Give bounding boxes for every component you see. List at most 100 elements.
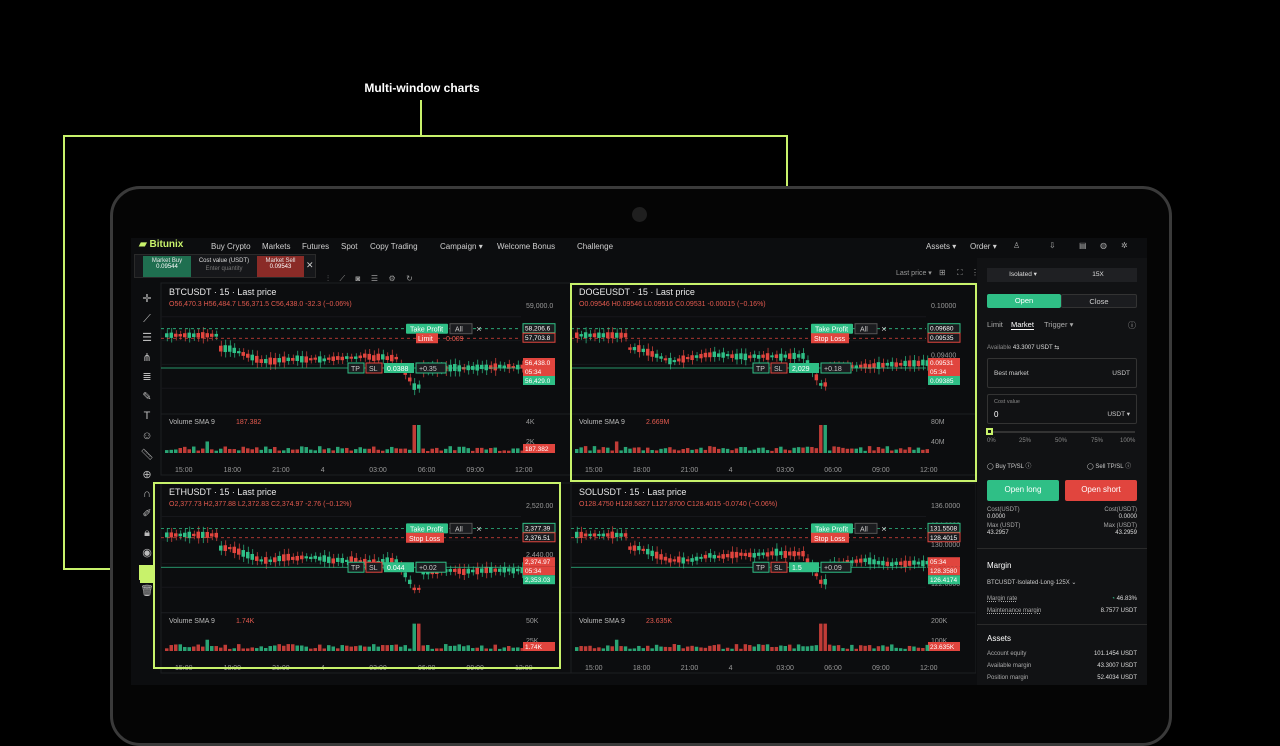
order-type-trigger[interactable]: Trigger ▾ xyxy=(1044,320,1074,329)
more-icon[interactable]: ⋮ xyxy=(971,268,979,277)
candle-body xyxy=(708,352,712,358)
fib-icon[interactable]: ≣ xyxy=(142,371,152,383)
volume-bar xyxy=(309,449,313,453)
cost-value-field[interactable]: Cost value (USDT) Enter quantity xyxy=(193,256,255,277)
nav-item-challenge[interactable]: Challenge xyxy=(577,242,614,251)
candle-body xyxy=(381,354,385,360)
volume-bar xyxy=(912,646,916,651)
candle-body xyxy=(685,559,690,562)
bar-chart-icon[interactable]: ⫶ xyxy=(327,274,329,283)
globe-icon[interactable]: ◍ xyxy=(1100,241,1107,250)
volume-bar xyxy=(187,647,191,651)
camera-icon[interactable]: ◙ xyxy=(355,274,361,283)
cost-unit-select[interactable]: USDT ▾ xyxy=(1107,411,1130,418)
nav-item-welcome-bonus[interactable]: Welcome Bonus xyxy=(497,242,556,251)
slider-handle[interactable] xyxy=(986,428,993,435)
user-icon[interactable]: ♙ xyxy=(1013,241,1021,250)
price-axis-tag-label: 56,438.0 xyxy=(525,360,551,367)
indicator-icon[interactable]: ⟋ xyxy=(339,274,346,283)
margin-mode-select[interactable]: Isolated ▾ xyxy=(987,268,1059,282)
download-icon[interactable]: ⇩ xyxy=(1049,241,1056,250)
position-qty-tag xyxy=(384,362,414,373)
list-icon[interactable]: ☰ xyxy=(370,274,378,283)
text-icon[interactable]: T xyxy=(143,410,151,422)
volume-bar xyxy=(340,448,344,453)
pitchfork-icon[interactable]: ⋔ xyxy=(142,351,152,364)
horizontal-lines-icon[interactable]: ☰ xyxy=(142,332,152,344)
price-axis-tag xyxy=(928,357,960,367)
magnet-icon[interactable]: ∩ xyxy=(143,488,151,500)
gear-icon[interactable]: ⚙ xyxy=(388,274,396,283)
nav-item-futures[interactable]: Futures xyxy=(302,242,330,251)
sell-tpsl-label: Sell TP/SL xyxy=(1095,464,1124,470)
brush-icon[interactable]: ✎ xyxy=(142,390,152,403)
open-long-button[interactable]: Open long xyxy=(987,480,1059,501)
eye-icon[interactable]: ◉ xyxy=(142,546,152,559)
candle-body xyxy=(646,548,650,555)
nav-item-buy-crypto[interactable]: Buy Crypto xyxy=(211,242,251,251)
candle-body xyxy=(354,356,358,359)
nav-order[interactable]: Order ▾ xyxy=(970,242,997,251)
volume-bar xyxy=(912,449,916,453)
ruler-icon[interactable]: 📏︎ xyxy=(140,449,154,461)
fullscreen-icon[interactable]: ⛶ xyxy=(957,268,963,277)
brand-logo[interactable]: ▰ Bitunix xyxy=(139,239,183,250)
market-sell-button[interactable]: Market Sell 0.09543 xyxy=(257,256,304,277)
nav-item-markets[interactable]: Markets xyxy=(262,242,291,251)
settings-icon[interactable]: ✲ xyxy=(1121,241,1128,250)
slider-tick-75[interactable]: 75% xyxy=(1091,438,1104,444)
volume-bar xyxy=(345,447,349,453)
price-axis-tag xyxy=(928,375,960,385)
best-market-field[interactable]: Best market USDT xyxy=(987,358,1137,388)
pencil-lock-icon[interactable]: ✐ xyxy=(142,507,152,520)
nav-item-spot[interactable]: Spot xyxy=(341,242,358,251)
close-icon[interactable]: ✕ xyxy=(306,260,314,270)
trash-icon[interactable]: 🗑︎ xyxy=(140,585,154,597)
volume-bar xyxy=(484,648,488,651)
slider-tick-50[interactable]: 50% xyxy=(1055,438,1068,444)
close-tab[interactable]: Close xyxy=(1061,294,1137,308)
slider-tick-25[interactable]: 25% xyxy=(1019,438,1032,444)
price-axis-tag xyxy=(927,532,961,543)
layout-grid-icon[interactable]: ⊞ xyxy=(939,268,946,277)
order-type-limit[interactable]: Limit xyxy=(987,320,1003,329)
candle-body xyxy=(588,333,592,337)
volume-bar xyxy=(372,446,376,453)
nav-item-copy-trading[interactable]: Copy Trading xyxy=(370,242,418,251)
order-type-market[interactable]: Market xyxy=(1011,320,1034,330)
info-icon[interactable]: ⓘ xyxy=(1128,321,1136,330)
volume-bar xyxy=(827,644,832,651)
leverage-select[interactable]: 15X xyxy=(1059,268,1137,282)
emoji-icon[interactable]: ☺ xyxy=(141,429,153,442)
open-short-button[interactable]: Open short xyxy=(1065,480,1137,501)
refresh-icon[interactable]: ↻ xyxy=(406,274,413,283)
volume-bar xyxy=(471,648,475,651)
margin-symbol[interactable]: BTCUSDT·Isolated·Long·125X ⌄ xyxy=(987,579,1076,586)
nav-item-campaign[interactable]: Campaign ▾ xyxy=(440,242,483,251)
slider-tick-0[interactable]: 0% xyxy=(987,438,996,444)
zoom-in-icon[interactable]: ⊕ xyxy=(142,468,152,481)
transfer-icon[interactable]: ⇆ xyxy=(1054,345,1060,351)
volume-bar xyxy=(376,646,380,651)
price-mode-select[interactable]: Last price ▾ xyxy=(896,270,932,277)
candle-body xyxy=(606,332,610,339)
sell-tpsl-checkbox[interactable]: ◯ Sell TP/SL ⓘ xyxy=(1087,464,1132,470)
volume-bar xyxy=(412,623,416,651)
volume-bar xyxy=(614,639,619,651)
chart-grid-svg[interactable]: BTCUSDT · 15 · Last price O56,470.3 H56,4… xyxy=(131,238,976,685)
crosshair-icon[interactable]: ✛ xyxy=(142,293,152,305)
market-buy-button[interactable]: Market Buy 0.09544 xyxy=(143,256,191,277)
volume-tick-label: 40M xyxy=(931,439,945,446)
open-tab[interactable]: Open xyxy=(987,294,1061,308)
document-icon[interactable]: ▤ xyxy=(1079,241,1087,250)
slider-tick-100[interactable]: 100% xyxy=(1120,438,1136,444)
trendline-icon[interactable]: ⟋ xyxy=(143,312,151,325)
amount-slider[interactable] xyxy=(989,431,1135,433)
nav-assets[interactable]: Assets ▾ xyxy=(926,242,956,251)
volume-bar xyxy=(381,450,385,453)
cost-value-input[interactable]: Cost value 0 USDT ▾ xyxy=(987,394,1137,424)
volume-bar xyxy=(641,648,645,651)
buy-tpsl-checkbox[interactable]: ◯ Buy TP/SL ⓘ xyxy=(987,464,1032,470)
lock-icon[interactable]: 🔒︎ xyxy=(144,527,150,539)
candle-body xyxy=(376,353,380,361)
